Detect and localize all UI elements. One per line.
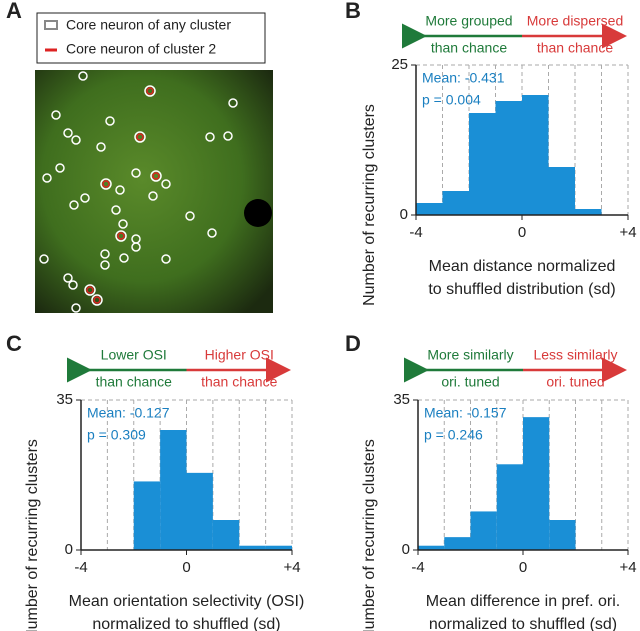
stat-annotation: p = 0.309 (87, 427, 146, 443)
bar (212, 520, 240, 550)
stat-annotation: Mean: -0.157 (424, 405, 507, 421)
x-tick-label: 0 (182, 559, 190, 576)
y-tick-label: 0 (402, 541, 410, 558)
cluster-circles-inner (86, 87, 160, 304)
panel-letter: B (345, 0, 361, 23)
x-tick-label: +4 (619, 559, 636, 576)
bar (495, 101, 522, 215)
x-axis-label: to shuffled distribution (sd) (428, 281, 615, 298)
y-tick-label: 0 (65, 541, 73, 558)
legend-label: Core neuron of cluster 2 (66, 41, 216, 57)
bar (416, 203, 443, 215)
bar (469, 113, 496, 215)
y-axis-label: Number of recurring clusters (361, 104, 378, 306)
left-annotation: More similarly (427, 347, 513, 363)
x-tick-label: -4 (74, 559, 87, 576)
x-axis-label: Mean orientation selectivity (OSI) (69, 593, 305, 610)
bar (522, 95, 549, 215)
stat-annotation: Mean: -0.431 (422, 70, 505, 86)
legend-box (36, 12, 266, 64)
x-axis-label: normalized to shuffled (sd) (429, 616, 617, 631)
x-tick-label: -4 (411, 559, 424, 576)
bar (470, 511, 497, 550)
bar (265, 545, 292, 550)
bar (496, 464, 523, 550)
y-tick-label: 35 (56, 391, 73, 408)
bar (133, 481, 161, 550)
neuron-circles (39, 71, 238, 313)
stat-annotation: Mean: -0.127 (87, 405, 170, 421)
y-tick-label: 0 (400, 206, 408, 223)
right-annotation: than chance (537, 40, 613, 56)
panel-letter: A (6, 0, 22, 23)
right-annotation: Higher OSI (205, 347, 274, 363)
x-tick-label: 0 (519, 559, 527, 576)
x-tick-label: +4 (619, 224, 636, 241)
legend-swatch (44, 20, 58, 30)
right-annotation: More dispersed (527, 13, 624, 29)
bar (418, 545, 445, 550)
stat-annotation: p = 0.004 (422, 92, 481, 108)
x-tick-label: -4 (409, 224, 422, 241)
stat-annotation: p = 0.246 (424, 427, 483, 443)
bar (549, 520, 576, 550)
panel-letter: D (345, 331, 361, 356)
bar (575, 209, 602, 215)
dark-spot (244, 199, 272, 227)
cluster-circles (84, 85, 162, 306)
x-tick-label: +4 (283, 559, 300, 576)
right-annotation: Less similarly (533, 347, 617, 363)
x-axis-label: Mean distance normalized (429, 258, 616, 275)
bar (186, 472, 213, 550)
left-annotation: ori. tuned (441, 374, 499, 390)
bar (160, 430, 187, 550)
bar (523, 417, 550, 550)
x-tick-label: 0 (518, 224, 526, 241)
y-axis-label: Number of recurring clusters (361, 439, 378, 631)
panel-letter: C (6, 331, 22, 356)
y-axis-label: Number of recurring clusters (24, 439, 41, 631)
bar (444, 537, 471, 550)
legend-label: Core neuron of any cluster (66, 17, 231, 33)
left-annotation: More grouped (425, 13, 512, 29)
right-annotation: ori. tuned (546, 374, 604, 390)
bar (442, 191, 469, 215)
left-annotation: than chance (96, 374, 172, 390)
x-axis-label: Mean difference in pref. ori. (426, 593, 620, 610)
y-tick-label: 25 (391, 56, 408, 73)
x-axis-label: normalized to shuffled (sd) (92, 616, 280, 631)
left-annotation: Lower OSI (101, 347, 167, 363)
right-annotation: than chance (201, 374, 277, 390)
y-tick-label: 35 (393, 391, 410, 408)
left-annotation: than chance (431, 40, 507, 56)
bar (239, 545, 266, 550)
bar (548, 167, 575, 215)
